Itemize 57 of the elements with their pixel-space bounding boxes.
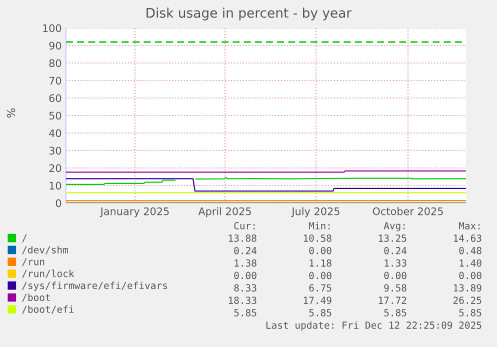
- text: 5.85: [234, 309, 256, 316]
- y-tick-label: 100: [43, 24, 62, 32]
- text: 14.63: [454, 234, 482, 242]
- y-tick-label: 30: [49, 146, 62, 155]
- text: 0.00: [459, 272, 482, 280]
- text: 5.85: [384, 309, 406, 316]
- text: 5.85: [459, 309, 482, 316]
- text: 0.00: [309, 246, 332, 254]
- text: 0.48: [459, 246, 482, 254]
- text: 17.72: [378, 296, 406, 304]
- text: 0.00: [309, 272, 332, 280]
- chart-title: Disk usage in percent - by year: [146, 8, 352, 20]
- text: Max:: [458, 222, 480, 230]
- text: 0.24: [384, 246, 407, 254]
- text: 13.25: [378, 234, 406, 242]
- legend-label: /boot/efi: [22, 305, 74, 314]
- text: Cur:: [234, 222, 255, 230]
- text: Avg:: [384, 222, 405, 232]
- y-axis-title: %: [6, 108, 16, 118]
- y-tick-label: 70: [49, 76, 62, 85]
- text: 26.25: [453, 296, 482, 304]
- y-tick-label: 60: [49, 94, 62, 102]
- text: 1.38: [234, 259, 256, 267]
- legend-label: /: [22, 234, 27, 242]
- y-tick-label: 50: [49, 112, 62, 120]
- text: 18.33: [228, 296, 256, 304]
- text: 0.00: [384, 272, 406, 280]
- text: Last update: Fri Dec 12 22:25:09 2025: [266, 321, 482, 331]
- y-tick-label: 0: [56, 199, 62, 208]
- text: 1.18: [310, 259, 332, 267]
- x-tick-label: October 2025: [372, 207, 443, 216]
- text: 0.24: [234, 246, 257, 254]
- text: 5.85: [309, 309, 332, 316]
- legend-label: /run/lock: [22, 270, 74, 278]
- text: Min:: [308, 222, 330, 230]
- y-tick-label: 90: [49, 42, 62, 50]
- x-tick-label: April 2025: [198, 207, 251, 218]
- text: 10.58: [304, 234, 332, 242]
- text: 0.00: [234, 272, 256, 280]
- y-tick-label: 20: [49, 164, 62, 172]
- y-tick-label: 40: [49, 129, 62, 138]
- y-tick-label: 10: [50, 182, 62, 190]
- text: 9.58: [384, 284, 406, 292]
- y-tick-label: 80: [49, 59, 62, 68]
- text: 1.40: [460, 259, 482, 267]
- text: 8.33: [234, 284, 256, 292]
- text: 17.49: [304, 296, 332, 304]
- text: 1.33: [384, 259, 406, 267]
- legend-label: /run: [22, 258, 44, 266]
- text: 13.89: [454, 284, 482, 292]
- legend-label: /sys/firmware/efi/efivars: [22, 282, 167, 292]
- x-tick-label: July 2025: [291, 207, 340, 218]
- x-tick-label: January 2025: [100, 207, 169, 218]
- legend-label: /dev/shm: [22, 246, 68, 254]
- text: 6.75: [309, 284, 332, 292]
- legend-label: /boot: [22, 294, 50, 302]
- text: 13.88: [228, 234, 256, 242]
